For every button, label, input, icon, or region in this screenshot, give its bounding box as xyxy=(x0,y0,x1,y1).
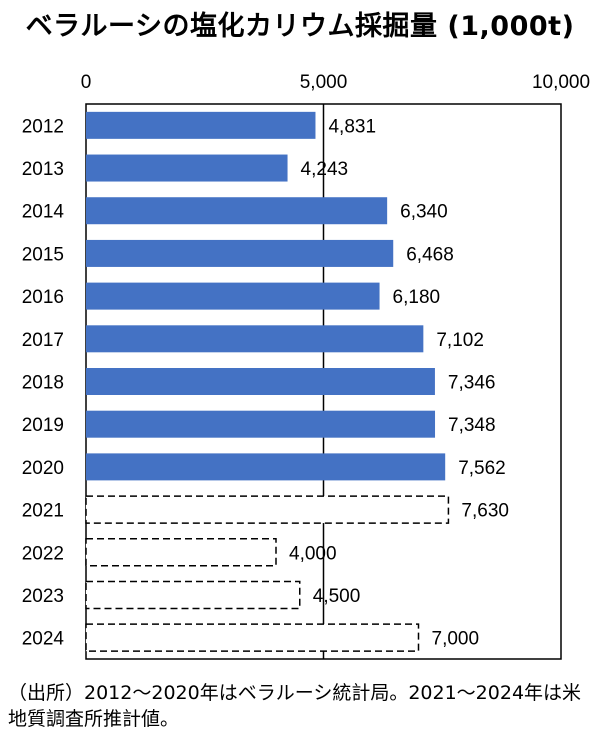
value-label-2016: 6,180 xyxy=(393,287,441,308)
category-label-2014: 2014 xyxy=(22,202,65,223)
bar-2019 xyxy=(86,410,436,438)
bars xyxy=(85,111,450,652)
bar-2015 xyxy=(86,239,394,267)
x-tick-label: 10,000 xyxy=(532,72,590,93)
bar-2012 xyxy=(86,111,316,139)
category-label-2016: 2016 xyxy=(22,287,64,308)
bar-2023 xyxy=(85,580,301,610)
value-label-2020: 7,562 xyxy=(458,458,506,479)
bar-2021 xyxy=(85,495,450,524)
value-label-2023: 4,500 xyxy=(313,586,361,607)
source-note: （出所）2012～2020年はベラルーシ統計局。2021～2024年は米地質調査… xyxy=(8,682,582,730)
value-labels: 4,831 4,243 6,340 6,468 6,180 7,102 7,346 7,348… xyxy=(289,116,509,649)
value-label-2014: 6,340 xyxy=(400,202,448,223)
bar-2024 xyxy=(85,623,420,652)
category-label-2023: 2023 xyxy=(22,586,64,607)
value-label-2021: 7,630 xyxy=(461,501,509,522)
x-tick-label: 5,000 xyxy=(300,72,348,93)
category-label-2018: 2018 xyxy=(22,373,64,394)
category-label-2017: 2017 xyxy=(22,330,64,351)
category-label-2015: 2015 xyxy=(22,244,64,265)
value-label-2022: 4,000 xyxy=(289,543,337,564)
bar-2020 xyxy=(86,453,446,481)
value-label-2015: 6,468 xyxy=(406,244,454,265)
bar-2017 xyxy=(86,325,424,353)
category-labels: 2012 2013 2014 2015 2016 2017 2018 2019 2020 2021… xyxy=(22,116,65,649)
category-label-2013: 2013 xyxy=(22,159,64,180)
value-label-2013: 4,243 xyxy=(301,159,349,180)
x-axis-ticks: 0 5,000 10,000 xyxy=(81,72,590,93)
category-label-2021: 2021 xyxy=(22,501,64,522)
value-label-2012: 4,831 xyxy=(328,116,376,137)
category-label-2020: 2020 xyxy=(22,458,64,479)
x-tick-label: 0 xyxy=(81,72,92,93)
value-label-2019: 7,348 xyxy=(448,415,496,436)
bar-2013 xyxy=(86,154,288,182)
category-label-2019: 2019 xyxy=(22,415,64,436)
bar-2018 xyxy=(86,368,435,395)
bar-2016 xyxy=(86,282,380,310)
category-label-2024: 2024 xyxy=(22,629,65,650)
chart-title: ベラルーシの塩化カリウム採掘量 (1,000t) xyxy=(25,11,575,42)
bar-2022 xyxy=(85,538,277,567)
category-label-2022: 2022 xyxy=(22,543,64,564)
value-label-2018: 7,346 xyxy=(448,373,496,394)
value-label-2017: 7,102 xyxy=(436,330,484,351)
value-label-2024: 7,000 xyxy=(432,629,480,650)
bar-2014 xyxy=(86,197,388,225)
category-label-2012: 2012 xyxy=(22,116,64,137)
